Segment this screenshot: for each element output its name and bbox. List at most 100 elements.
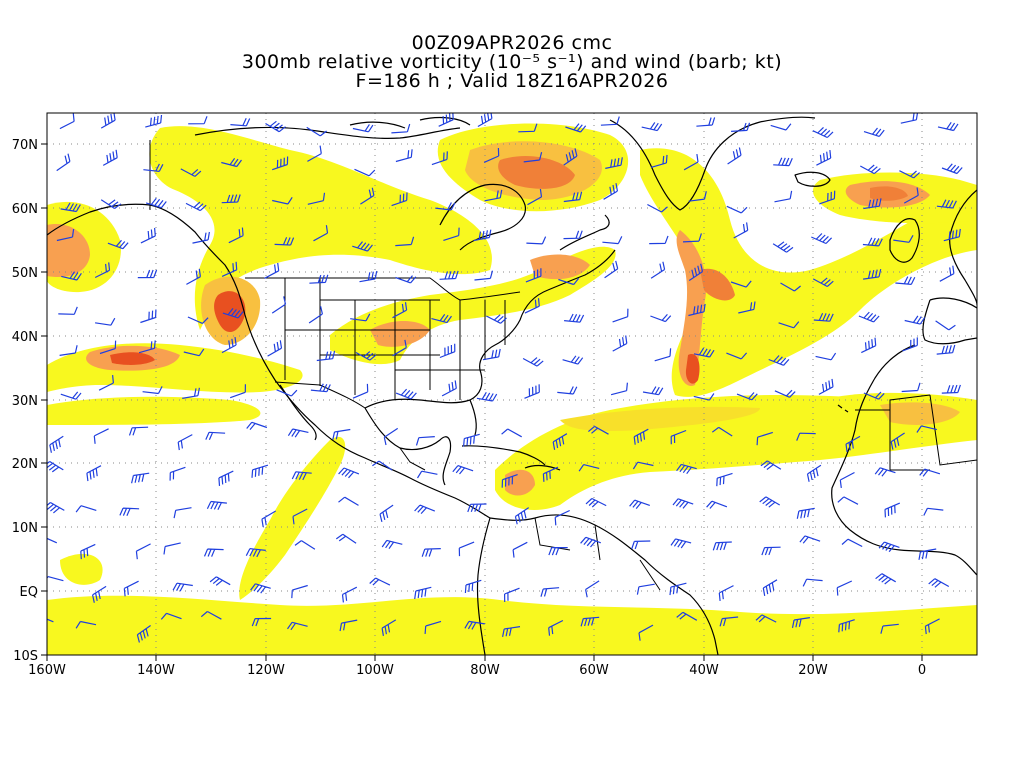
wind-barb	[564, 313, 585, 323]
wind-barb	[379, 504, 394, 523]
wind-barb	[838, 619, 855, 633]
wind-barb	[878, 541, 900, 553]
vorticity-max-atlantic-trough-core	[685, 354, 700, 384]
wind-barb	[313, 225, 329, 242]
wind-barb	[75, 620, 97, 629]
wind-barb	[650, 261, 666, 279]
wind-barb	[424, 620, 442, 634]
wind-barb	[727, 147, 742, 165]
coastline-yucatan	[364, 407, 452, 486]
wind-barb	[650, 314, 672, 323]
coastlines	[47, 116, 977, 655]
wind-barb	[439, 270, 459, 280]
wind-barb	[603, 183, 618, 200]
wind-barb	[143, 163, 164, 172]
coastline-hudson-bay	[439, 183, 527, 251]
wind-barb	[99, 340, 117, 355]
wind-barb	[890, 432, 905, 450]
wind-barb	[352, 383, 369, 399]
wind-barb	[183, 348, 205, 357]
wind-barb	[60, 202, 81, 213]
wind-barb	[774, 389, 796, 398]
wind-barb	[414, 586, 432, 600]
wind-barb	[796, 432, 816, 441]
wind-barb	[774, 190, 793, 203]
wind-barb	[719, 616, 739, 627]
wind-barb	[59, 113, 75, 130]
wind-barb	[895, 276, 916, 285]
lat-tick-40n: 40N	[12, 330, 38, 345]
wind-barb	[542, 466, 559, 482]
wind-barb	[86, 465, 102, 482]
border-mexico-guatemala	[399, 447, 426, 471]
wind-barb	[486, 314, 507, 324]
wind-barb	[381, 619, 397, 636]
wind-barb	[941, 384, 961, 394]
wind-barb	[251, 464, 269, 478]
wind-barb	[474, 270, 494, 281]
wind-barb	[514, 507, 530, 525]
lon-tick-0: 0	[918, 663, 926, 678]
wind-barb	[395, 149, 413, 163]
wind-barb	[563, 230, 583, 240]
wind-barb	[383, 427, 399, 446]
wind-barb	[839, 471, 855, 488]
wind-barb	[768, 355, 790, 366]
wind-barb	[47, 618, 54, 623]
wind-barb	[205, 431, 226, 441]
wind-barb	[483, 147, 500, 163]
wind-barb	[562, 355, 584, 365]
wind-barb	[246, 421, 268, 430]
wind-barb	[381, 539, 403, 550]
lat-tick-70n: 70N	[12, 138, 38, 153]
wind-barb	[772, 241, 794, 253]
wind-barb	[923, 507, 944, 516]
lon-tick-100w: 100W	[356, 663, 394, 678]
wind-barb	[119, 507, 140, 516]
lat-tick-10s: 10S	[13, 649, 38, 664]
wind-barb	[504, 587, 520, 603]
wind-barb	[188, 116, 208, 125]
wind-barb	[185, 201, 207, 212]
lat-tick-10n: 10N	[12, 521, 38, 536]
wind-barb	[439, 343, 456, 359]
wind-barb	[187, 316, 209, 324]
wind-barb	[641, 122, 663, 132]
coastline-iceland	[794, 171, 831, 187]
wind-barb	[221, 157, 242, 168]
wind-barb	[435, 202, 456, 211]
wind-barb	[654, 348, 672, 362]
wind-barb	[316, 350, 336, 362]
coastline-arctic-canada	[194, 126, 461, 139]
wind-barb	[903, 187, 919, 204]
wind-barb	[612, 335, 628, 352]
wind-barb	[837, 496, 859, 505]
wind-barb	[392, 302, 408, 319]
wind-barb	[464, 579, 482, 594]
lat-tick-60n: 60N	[12, 202, 38, 217]
wind-barb	[477, 113, 493, 128]
wind-barb	[414, 504, 436, 515]
wind-barb	[778, 321, 800, 329]
wind-barb	[860, 164, 881, 175]
vorticity-max-jet-band	[560, 406, 760, 431]
wind-barb	[588, 425, 609, 435]
wind-barb	[291, 584, 308, 599]
wind-barb	[802, 578, 823, 587]
wind-barb	[56, 229, 75, 242]
wind-barb	[524, 384, 540, 399]
lat-tick-30n: 30N	[12, 394, 38, 409]
wind-barb	[526, 236, 547, 245]
wind-barb	[761, 546, 781, 556]
wind-barb	[203, 548, 224, 557]
wind-barb	[145, 114, 163, 128]
wind-barb	[61, 271, 82, 281]
wind-barb	[261, 510, 277, 528]
wind-barb	[633, 428, 649, 445]
wind-barb	[760, 460, 782, 470]
wind-barb	[605, 157, 623, 169]
wind-barb	[918, 548, 937, 560]
wind-barb	[540, 587, 560, 597]
wind-barb	[688, 303, 706, 317]
wind-barb	[512, 541, 528, 558]
